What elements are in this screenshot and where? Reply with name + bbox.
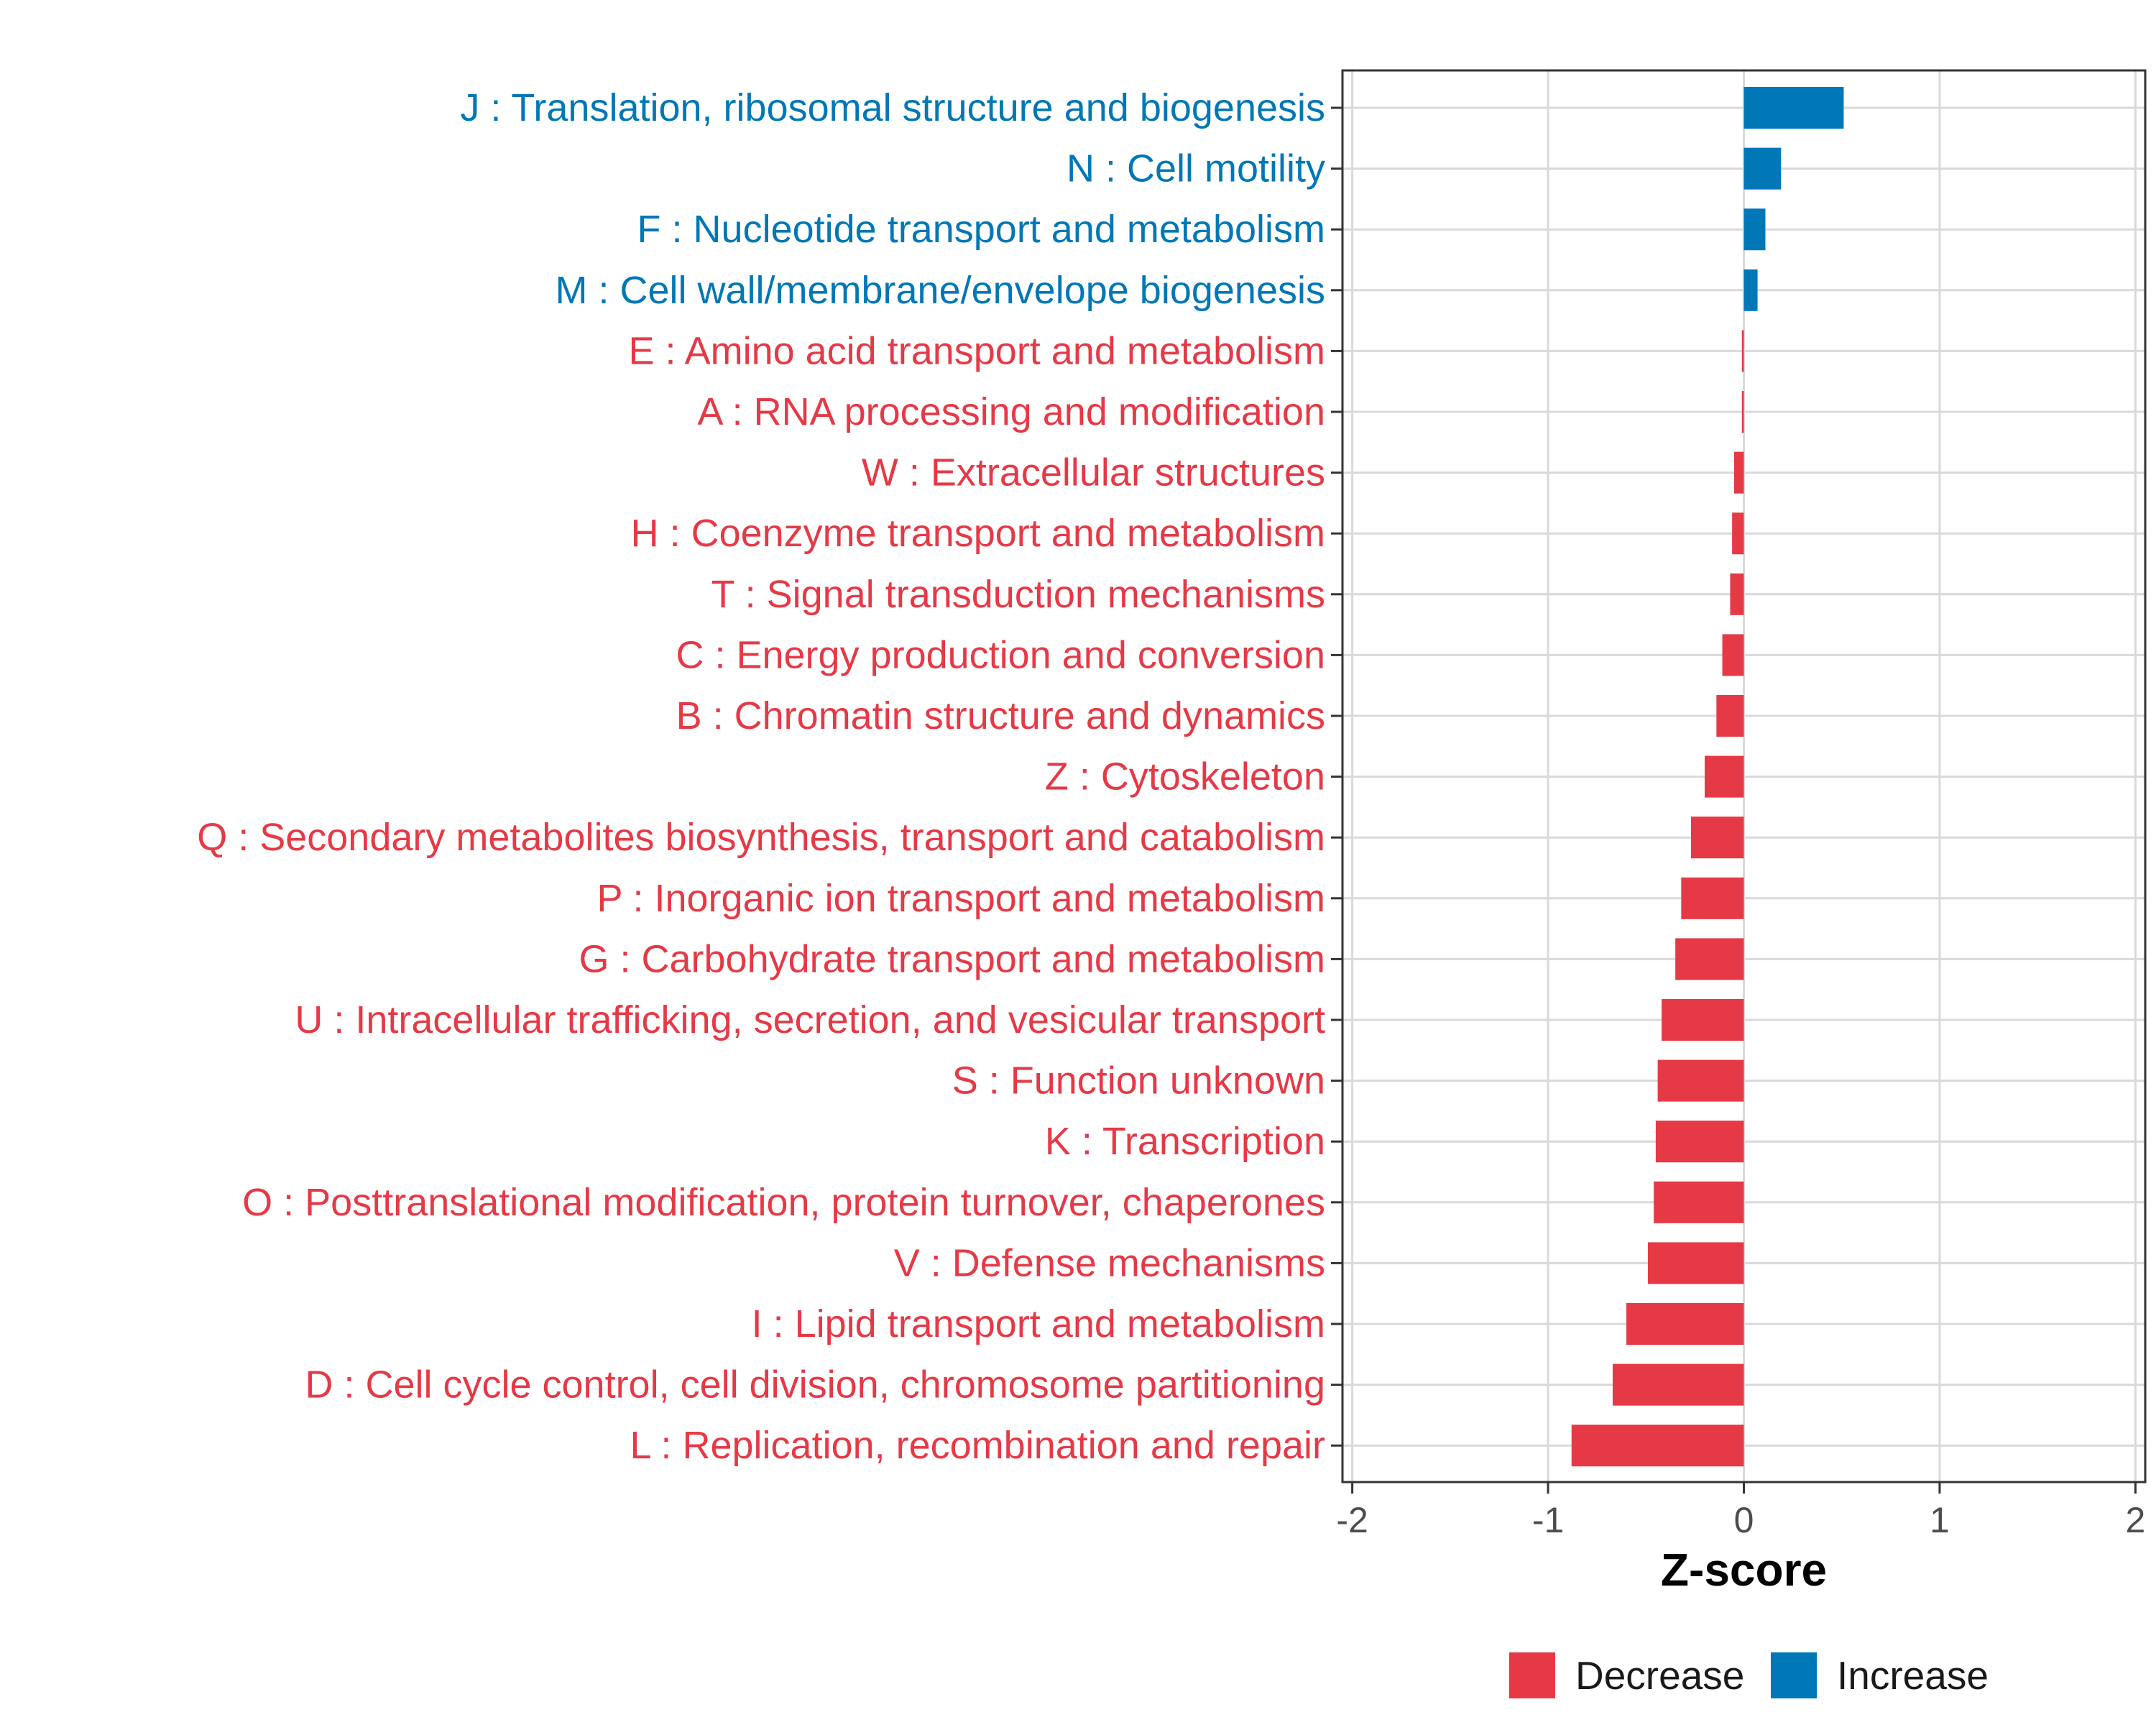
bar [1690,816,1744,859]
bar [1743,147,1782,190]
category-label: O : Posttranslational modification, prot… [242,1181,1325,1224]
x-tick-label: 1 [1930,1500,1950,1540]
category-label: B : Chromatin structure and dynamics [676,694,1325,737]
category-label: I : Lipid transport and metabolism [752,1302,1325,1346]
bar [1655,1121,1744,1163]
x-tick-label: -2 [1336,1500,1368,1540]
bar [1612,1363,1744,1406]
bar [1741,330,1744,372]
category-label: P : Inorganic ion transport and metaboli… [596,877,1325,920]
legend: Decrease Increase [1509,1652,1989,1698]
category-label: L : Replication, recombination and repai… [630,1424,1325,1467]
bar [1733,451,1744,494]
legend-key [1509,1652,1555,1698]
bar [1675,938,1744,980]
category-label: Q : Secondary metabolites biosynthesis, … [197,816,1325,859]
bar [1571,1425,1744,1467]
x-tick-label: 0 [1734,1500,1754,1540]
legend-label: Decrease [1575,1653,1744,1698]
category-label: M : Cell wall/membrane/envelope biogenes… [555,269,1325,312]
legend-key [1771,1652,1817,1698]
category-label: T : Signal transduction mechanisms [711,573,1325,616]
category-label: F : Nucleotide transport and metabolism [637,208,1325,251]
x-axis-ticks: -2 -1 0 1 2 [1336,1482,2145,1540]
bar [1743,208,1766,251]
category-label: V : Defense mechanisms [894,1241,1325,1284]
bar [1681,877,1744,919]
bar [1654,1181,1744,1223]
category-label: D : Cell cycle control, cell division, c… [305,1363,1325,1407]
bars [1571,87,1844,1467]
category-label: G : Carbohydrate transport and metabolis… [579,937,1326,980]
bar [1743,87,1844,129]
category-label: K : Transcription [1045,1120,1325,1163]
bar [1662,999,1744,1041]
category-label: H : Coenzyme transport and metabolism [631,512,1325,555]
legend-label: Increase [1837,1653,1989,1698]
bar [1722,634,1744,676]
x-axis-title: Z-score [1661,1544,1827,1596]
category-label: A : RNA processing and modification [698,390,1325,433]
category-label: W : Extracellular structures [862,451,1325,494]
bar [1626,1303,1744,1345]
category-label: J : Translation, ribosomal structure and… [460,86,1325,129]
bar [1730,573,1744,615]
bar [1648,1242,1744,1284]
category-label: U : Intracellular trafficking, secretion… [295,998,1325,1041]
category-label: E : Amino acid transport and metabolism [629,329,1325,372]
bar [1741,391,1744,433]
bar [1732,512,1744,555]
category-label: N : Cell motility [1067,147,1325,190]
x-tick-label: -1 [1532,1500,1564,1540]
x-tick-label: 2 [2125,1500,2145,1540]
y-axis-ticks [1331,106,1342,1447]
bar [1743,269,1758,311]
bar [1716,695,1744,737]
category-label: Z : Cytoskeleton [1045,755,1325,799]
bar [1705,755,1744,798]
category-label: S : Function unknown [952,1059,1325,1103]
category-label: C : Energy production and conversion [676,633,1325,676]
y-axis-category-labels: J : Translation, ribosomal structure and… [197,86,1325,1467]
bar [1657,1059,1744,1102]
